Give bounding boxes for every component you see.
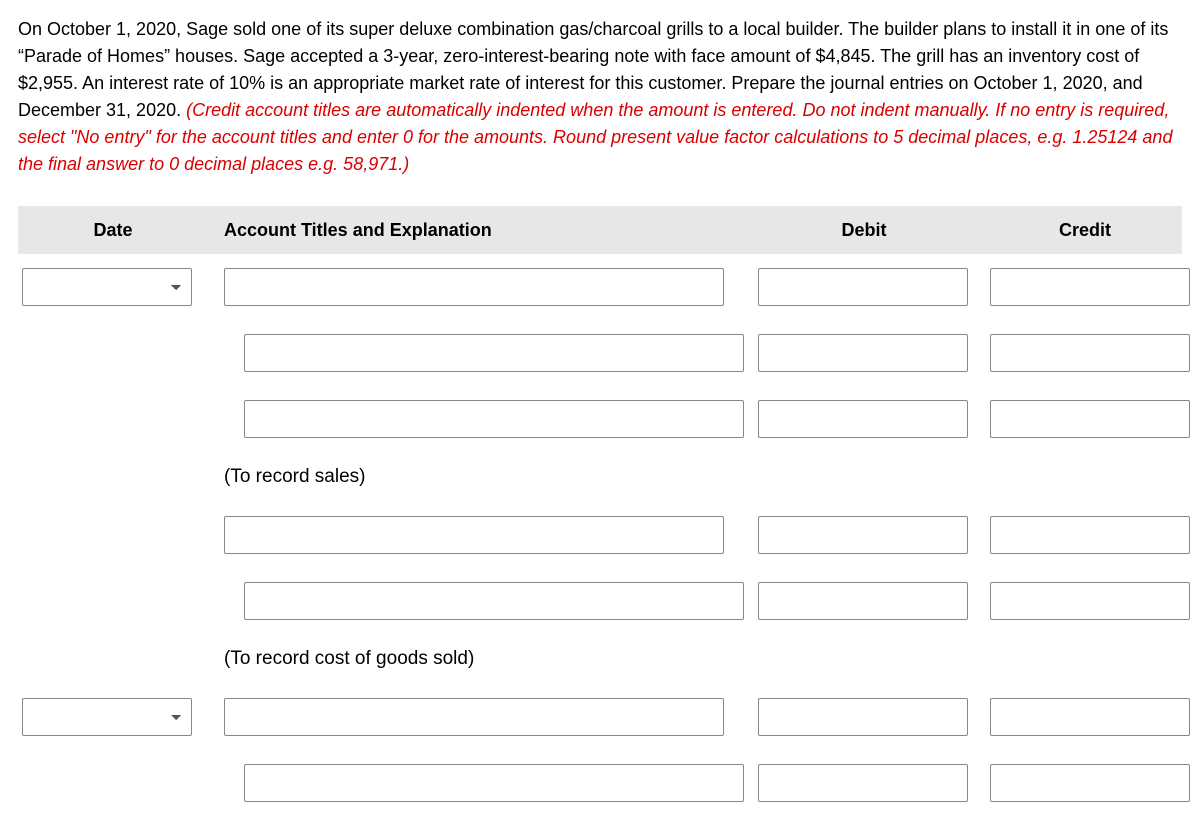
table-row: [18, 502, 1182, 568]
header-account: Account Titles and Explanation: [208, 220, 748, 241]
credit-input[interactable]: [990, 764, 1190, 802]
table-row: (To record cost of goods sold): [18, 634, 1182, 684]
debit-input[interactable]: [758, 764, 968, 802]
header-date: Date: [18, 220, 208, 241]
credit-input[interactable]: [990, 268, 1190, 306]
account-input[interactable]: [244, 582, 744, 620]
account-input[interactable]: [224, 268, 724, 306]
memo-sales: (To record sales): [224, 466, 366, 487]
problem-statement: On October 1, 2020, Sage sold one of its…: [18, 16, 1182, 178]
credit-input[interactable]: [990, 698, 1190, 736]
account-input[interactable]: [224, 516, 724, 554]
journal-entry-table: Date Account Titles and Explanation Debi…: [18, 206, 1182, 816]
account-input[interactable]: [244, 400, 744, 438]
header-debit: Debit: [748, 220, 980, 241]
debit-input[interactable]: [758, 516, 968, 554]
debit-input[interactable]: [758, 400, 968, 438]
table-row: (To record sales): [18, 452, 1182, 502]
debit-input[interactable]: [758, 582, 968, 620]
credit-input[interactable]: [990, 582, 1190, 620]
credit-input[interactable]: [990, 516, 1190, 554]
credit-input[interactable]: [990, 334, 1190, 372]
table-row: [18, 684, 1182, 750]
table-row: [18, 750, 1182, 816]
table-row: [18, 386, 1182, 452]
date-select[interactable]: [22, 698, 192, 736]
account-input[interactable]: [224, 698, 724, 736]
header-credit: Credit: [980, 220, 1190, 241]
debit-input[interactable]: [758, 334, 968, 372]
debit-input[interactable]: [758, 268, 968, 306]
credit-input[interactable]: [990, 400, 1190, 438]
memo-cogs: (To record cost of goods sold): [224, 648, 474, 669]
table-row: [18, 254, 1182, 320]
debit-input[interactable]: [758, 698, 968, 736]
problem-instructions: (Credit account titles are automatically…: [18, 100, 1172, 174]
table-row: [18, 568, 1182, 634]
table-row: [18, 320, 1182, 386]
account-input[interactable]: [244, 764, 744, 802]
date-select[interactable]: [22, 268, 192, 306]
table-header-row: Date Account Titles and Explanation Debi…: [18, 206, 1182, 254]
account-input[interactable]: [244, 334, 744, 372]
